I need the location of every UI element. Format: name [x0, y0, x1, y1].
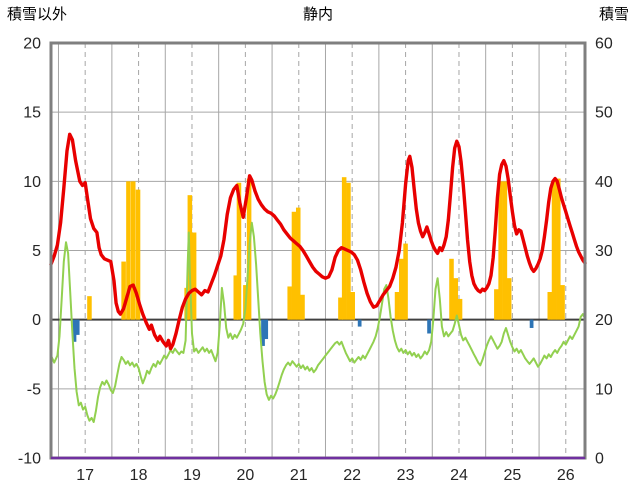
orange-bar-series-bar: [338, 297, 343, 320]
blue-bar-series-bar: [264, 319, 269, 340]
x-axis-tick-label: 18: [130, 467, 148, 484]
orange-bar-series-bar: [453, 278, 459, 320]
right-axis-tick-label: 30: [595, 243, 613, 260]
orange-bar-series-bar: [121, 261, 126, 320]
x-axis-tick-label: 24: [450, 467, 468, 484]
orange-bar-series-bar: [560, 285, 565, 320]
x-axis-tick-label: 17: [76, 467, 94, 484]
left-axis-tick-label: -10: [18, 451, 41, 468]
orange-bar-series-bar: [291, 211, 297, 320]
orange-bar-series-bar: [233, 275, 239, 320]
orange-bar-series-bar: [350, 292, 355, 320]
orange-bar-series-bar: [287, 286, 292, 320]
x-axis-tick-label: 20: [236, 467, 254, 484]
right-axis-title: 積雪: [598, 6, 629, 23]
right-axis-tick-label: 60: [595, 36, 613, 53]
left-axis-tick-label: 10: [23, 174, 41, 191]
left-axis-tick-label: 0: [32, 312, 41, 329]
orange-bar-series-bar: [506, 278, 512, 320]
orange-bar-series-bar: [502, 181, 508, 320]
left-axis-tick-label: 20: [23, 36, 41, 53]
orange-bar-series-bar: [87, 296, 92, 320]
orange-bar-series-bar: [547, 292, 553, 320]
orange-bar-series-bar: [403, 243, 408, 320]
right-axis-tick-label: 0: [595, 451, 604, 468]
orange-bar-series-bar: [556, 178, 561, 320]
chart-title: 静内: [302, 6, 333, 23]
orange-bar-series-bar: [300, 294, 305, 320]
orange-bar-series-bar: [498, 181, 503, 320]
blue-bar-series-bar: [427, 319, 431, 334]
right-axis-tick-label: 20: [595, 312, 613, 329]
blue-bar-series-bar: [75, 319, 80, 335]
orange-bar-series-bar: [449, 258, 454, 320]
orange-bar-series-bar: [457, 298, 463, 320]
blue-bar-series-bar: [261, 319, 265, 346]
orange-bar-series-bar: [130, 181, 136, 320]
orange-bar-series-bar: [236, 182, 242, 320]
blue-bar-series-bar: [72, 319, 77, 342]
orange-bar-series-bar: [399, 258, 404, 320]
left-axis-tick-label: 5: [32, 243, 41, 260]
right-axis-tick-label: 40: [595, 174, 613, 191]
x-axis-tick-label: 26: [557, 467, 575, 484]
orange-bar-series-bar: [191, 232, 197, 320]
x-axis-tick-label: 19: [183, 467, 201, 484]
x-axis-tick-label: 21: [290, 467, 308, 484]
green-line-series: [50, 221, 586, 423]
orange-bar-series-bar: [126, 181, 131, 320]
blue-bar-series-bar: [357, 319, 362, 327]
left-axis-tick-label: 15: [23, 105, 41, 122]
right-axis-tick-label: 50: [595, 105, 613, 122]
orange-bar-series-bar: [494, 289, 499, 320]
red-line-series: [49, 132, 587, 351]
x-axis-tick-label: 22: [343, 467, 361, 484]
blue-bar-series-bar: [529, 319, 534, 328]
left-axis-title: 積雪以外: [7, 6, 68, 23]
left-axis-tick-label: -5: [27, 381, 41, 398]
orange-bar-series-bar: [295, 207, 301, 320]
orange-bar-series-bar: [135, 189, 141, 320]
x-axis-tick-label: 25: [503, 467, 521, 484]
orange-bar-series-bar: [394, 292, 400, 320]
orange-bar-series-bar: [551, 181, 557, 320]
right-axis-tick-label: 10: [595, 381, 613, 398]
x-axis-tick-label: 23: [397, 467, 415, 484]
